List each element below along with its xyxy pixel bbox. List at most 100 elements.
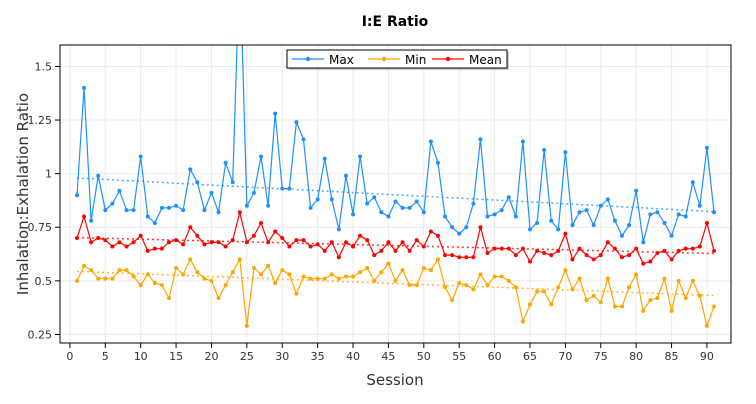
mean-point <box>202 242 207 247</box>
mean-point <box>570 257 575 262</box>
axis-ticks: 0 5 10 15 20 25 30 35 40 45 50 55 60 65 70 75 80 85 90 0.25… <box>28 60 714 363</box>
x-tick-label: 15 <box>169 350 183 363</box>
max-point <box>209 190 214 195</box>
min-point <box>619 304 624 309</box>
plot-area-border <box>59 44 732 344</box>
mean-point <box>662 248 667 253</box>
mean-point <box>82 214 87 219</box>
mean-point <box>365 238 370 243</box>
max-point <box>450 225 455 230</box>
min-point <box>471 287 476 292</box>
max-point <box>202 208 207 213</box>
min-point <box>527 302 532 307</box>
min-point <box>103 276 108 281</box>
min-point <box>598 300 603 305</box>
min-point <box>273 280 278 285</box>
max-point <box>542 148 547 153</box>
mean-point <box>372 253 377 258</box>
min-point <box>259 272 264 277</box>
max-point <box>520 139 525 144</box>
max-point <box>499 208 504 213</box>
mean-point <box>641 261 646 266</box>
max-point <box>365 201 370 206</box>
x-tick-label: 70 <box>558 350 572 363</box>
min-point <box>591 293 596 298</box>
min-point <box>379 270 384 275</box>
max-point <box>273 111 278 116</box>
min-point <box>152 280 157 285</box>
max-point <box>556 227 561 232</box>
max-point <box>259 154 264 159</box>
max-point <box>421 210 426 215</box>
max-point <box>683 214 688 219</box>
mean-point <box>428 229 433 234</box>
max-point <box>443 214 448 219</box>
legend-max-label: Max <box>329 53 354 67</box>
mean-point <box>435 233 440 238</box>
mean-point <box>407 248 412 253</box>
mean-point <box>322 248 327 253</box>
x-tick-label: 10 <box>134 350 148 363</box>
mean-point <box>697 244 702 249</box>
legend-max-marker <box>305 56 311 62</box>
mean-point <box>421 244 426 249</box>
max-point <box>181 208 186 213</box>
mean-point <box>301 238 306 243</box>
mean-point <box>577 246 582 251</box>
max-point <box>641 240 646 245</box>
max-point <box>152 220 157 225</box>
min-point <box>209 278 214 283</box>
mean-point <box>209 240 214 245</box>
mean-point <box>450 253 455 258</box>
mean-point <box>315 242 320 247</box>
max-point <box>400 205 405 210</box>
y-tick-label: 0.25 <box>28 328 53 341</box>
max-point <box>612 218 617 223</box>
max-point <box>82 85 87 90</box>
min-point <box>117 268 122 273</box>
min-point <box>641 308 646 313</box>
max-point <box>627 223 632 228</box>
min-point <box>535 289 540 294</box>
max-point <box>634 188 639 193</box>
min-point <box>237 257 242 262</box>
mean-point <box>117 240 122 245</box>
max-point <box>428 139 433 144</box>
min-point <box>478 272 483 277</box>
mean-point <box>478 225 483 230</box>
min-point <box>393 278 398 283</box>
min-point <box>513 285 518 290</box>
min-point <box>244 323 249 328</box>
mean-point <box>266 240 271 245</box>
min-point <box>464 283 469 288</box>
mean-point <box>414 238 419 243</box>
mean-point <box>280 235 285 240</box>
min-point <box>683 295 688 300</box>
max-point <box>669 233 674 238</box>
mean-point <box>619 255 624 260</box>
max-point <box>244 203 249 208</box>
min-point <box>82 263 87 268</box>
y-tick-label: 0.5 <box>35 275 53 288</box>
min-point <box>301 274 306 279</box>
min-point <box>110 276 115 281</box>
x-tick-label: 55 <box>452 350 466 363</box>
min-point <box>563 268 568 273</box>
min-point <box>662 276 667 281</box>
legend-mean-label: Mean <box>469 53 502 67</box>
mean-point <box>400 240 405 245</box>
min-point <box>124 268 129 273</box>
min-point <box>605 276 610 281</box>
mean-point <box>159 246 164 251</box>
mean-point <box>336 255 341 260</box>
max-point <box>266 203 271 208</box>
x-tick-label: 75 <box>594 350 608 363</box>
max-point <box>96 173 101 178</box>
mean-point <box>351 244 356 249</box>
mean-point <box>343 240 348 245</box>
min-point <box>520 319 525 324</box>
x-tick-label: 0 <box>66 350 73 363</box>
min-point <box>428 268 433 273</box>
min-point <box>584 298 589 303</box>
max-point <box>619 233 624 238</box>
